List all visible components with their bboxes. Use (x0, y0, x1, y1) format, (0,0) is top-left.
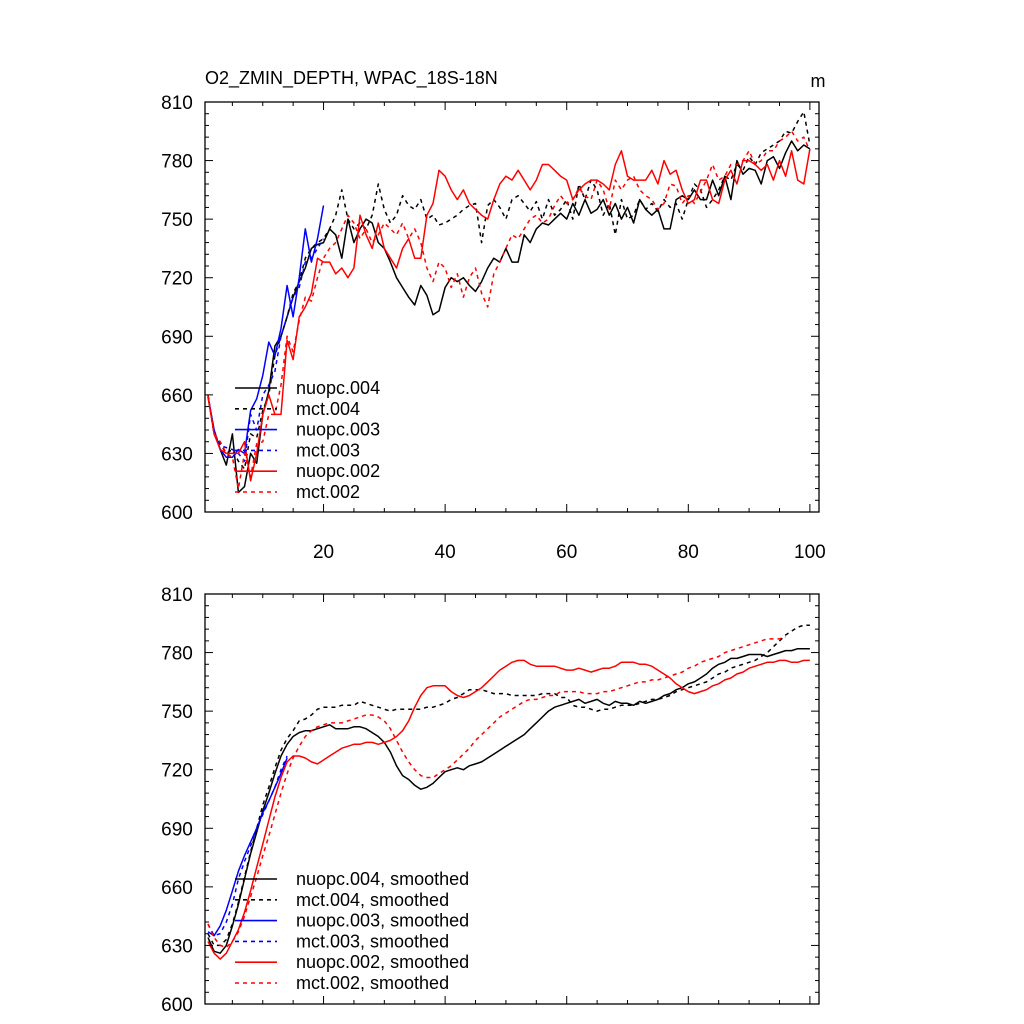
x-tick-label: 40 (435, 542, 456, 563)
chart-title: O2_ZMIN_DEPTH, WPAC_18S-18N (205, 68, 498, 89)
y-tick-label: 750 (161, 702, 193, 723)
y-tick-label: 660 (161, 386, 193, 407)
series-nuopc-003-smoothed (207, 757, 288, 937)
y-tick-label: 810 (161, 585, 193, 606)
legend-label-nuopc-004: nuopc.004 (296, 378, 380, 398)
y-tick-label: 690 (161, 327, 193, 348)
legend-label-mct-002-smoothed: mct.002, smoothed (296, 973, 449, 993)
series-nuopc-003 (207, 205, 325, 459)
legend-label-nuopc-004-smoothed: nuopc.004, smoothed (296, 869, 469, 889)
series-nuopc-004-smoothed (207, 647, 810, 954)
y-tick-label: 750 (161, 210, 193, 231)
legend-label-nuopc-002: nuopc.002 (296, 461, 380, 481)
x-tick-label: 60 (556, 542, 577, 563)
y-tick-label: 690 (161, 819, 193, 840)
y-tick-label: 660 (161, 878, 193, 899)
legend-label-mct-003-smoothed: mct.003, smoothed (296, 931, 449, 951)
legend-label-nuopc-002-smoothed: nuopc.002, smoothed (296, 952, 469, 972)
top-tick-layer: 600 630 660 690 720 750 780 810 20 40 60 80 100 (161, 93, 826, 563)
series-nuopc-002 (207, 148, 811, 482)
y-tick-label: 630 (161, 936, 193, 957)
bottom-tick-layer: 600 630 660 690 720 750 780 810 (161, 585, 819, 1016)
y-tick-label: 780 (161, 152, 193, 173)
top-plot-frame (204, 101, 820, 513)
legend-label-mct-003: mct.003 (296, 440, 360, 460)
top-panel: O2_ZMIN_DEPTH, WPAC_18S-18N m 6006306606… (161, 68, 826, 563)
bottom-plot-frame (204, 593, 820, 1005)
legend-label-mct-004-smoothed: mct.004, smoothed (296, 890, 449, 910)
legend-label-mct-004: mct.004 (296, 399, 360, 419)
legend-label-nuopc-003-smoothed: nuopc.003, smoothed (296, 911, 469, 931)
bottom-panel: 600 630 660 690 720 750 780 810 nuopc.004, smoo… (161, 585, 820, 1016)
bottom-series-layer (207, 624, 810, 960)
series-mct-004-smoothed (207, 624, 810, 947)
top-series-layer (207, 111, 811, 494)
x-tick-label: 80 (678, 542, 699, 563)
series-nuopc-002-smoothed (207, 659, 810, 960)
y-tick-label: 810 (161, 93, 193, 114)
y-tick-label: 600 (161, 995, 193, 1016)
legend-label-mct-002: mct.002 (296, 482, 360, 502)
y-tick-label: 780 (161, 644, 193, 665)
series-mct-003-smoothed (207, 755, 288, 937)
y-tick-label: 600 (161, 503, 193, 524)
top-legend: nuopc.004mct.004nuopc.003mct.003nuopc.00… (235, 378, 380, 502)
y-tick-label: 720 (161, 269, 193, 290)
series-mct-002-smoothed (207, 636, 786, 949)
series-mct-004 (207, 111, 811, 470)
x-tick-label: 100 (794, 542, 826, 563)
x-tick-label: 20 (313, 542, 334, 563)
series-mct-003 (207, 238, 325, 462)
y-tick-label: 720 (161, 761, 193, 782)
y-tick-label: 630 (161, 444, 193, 465)
units-label: m (811, 71, 826, 91)
legend-label-nuopc-003: nuopc.003 (296, 420, 380, 440)
